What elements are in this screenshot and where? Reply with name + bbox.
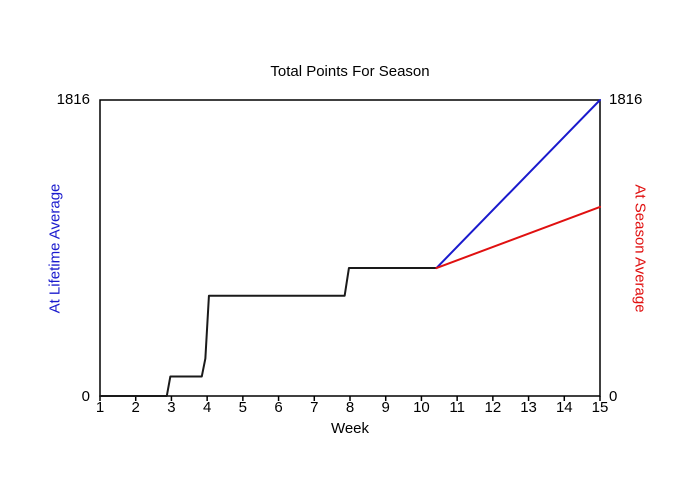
- x-tick-label: 8: [345, 399, 355, 416]
- projection-at-season-average-line: [435, 205, 601, 270]
- x-tick-label: 3: [167, 399, 176, 416]
- chart-title: Total Points For Season: [270, 63, 430, 80]
- x-axis-title: Week: [330, 420, 370, 437]
- x-tick-label: 2: [131, 399, 140, 416]
- left-y-axis-min-label: 0: [81, 388, 90, 405]
- x-tick-label: 13: [520, 399, 537, 416]
- x-tick-label: 1: [95, 399, 105, 416]
- x-tick-label: 15: [591, 399, 609, 416]
- data-series-lines: [99, 99, 601, 397]
- actual-cumulative-points-line: [99, 267, 438, 397]
- projection-at-lifetime-average-line: [435, 99, 601, 270]
- x-tick-label: 10: [413, 399, 430, 416]
- right-y-axis-min-label: 0: [609, 388, 618, 405]
- right-y-axis-max-label: 1816: [609, 91, 643, 108]
- x-tick-label: 14: [555, 399, 573, 416]
- x-tick-label: 4: [202, 399, 212, 416]
- x-tick-label: 12: [484, 399, 502, 416]
- plot-border: [99, 99, 601, 397]
- x-tick-label: 11: [449, 399, 465, 416]
- x-tick-label: 6: [274, 399, 283, 416]
- left-y-axis-max-label: 1816: [56, 91, 90, 108]
- x-tick-label: 5: [238, 399, 248, 416]
- x-tick-label: 9: [381, 399, 390, 416]
- x-axis-tick-marks: [99, 396, 601, 401]
- x-tick-label: 7: [310, 399, 319, 416]
